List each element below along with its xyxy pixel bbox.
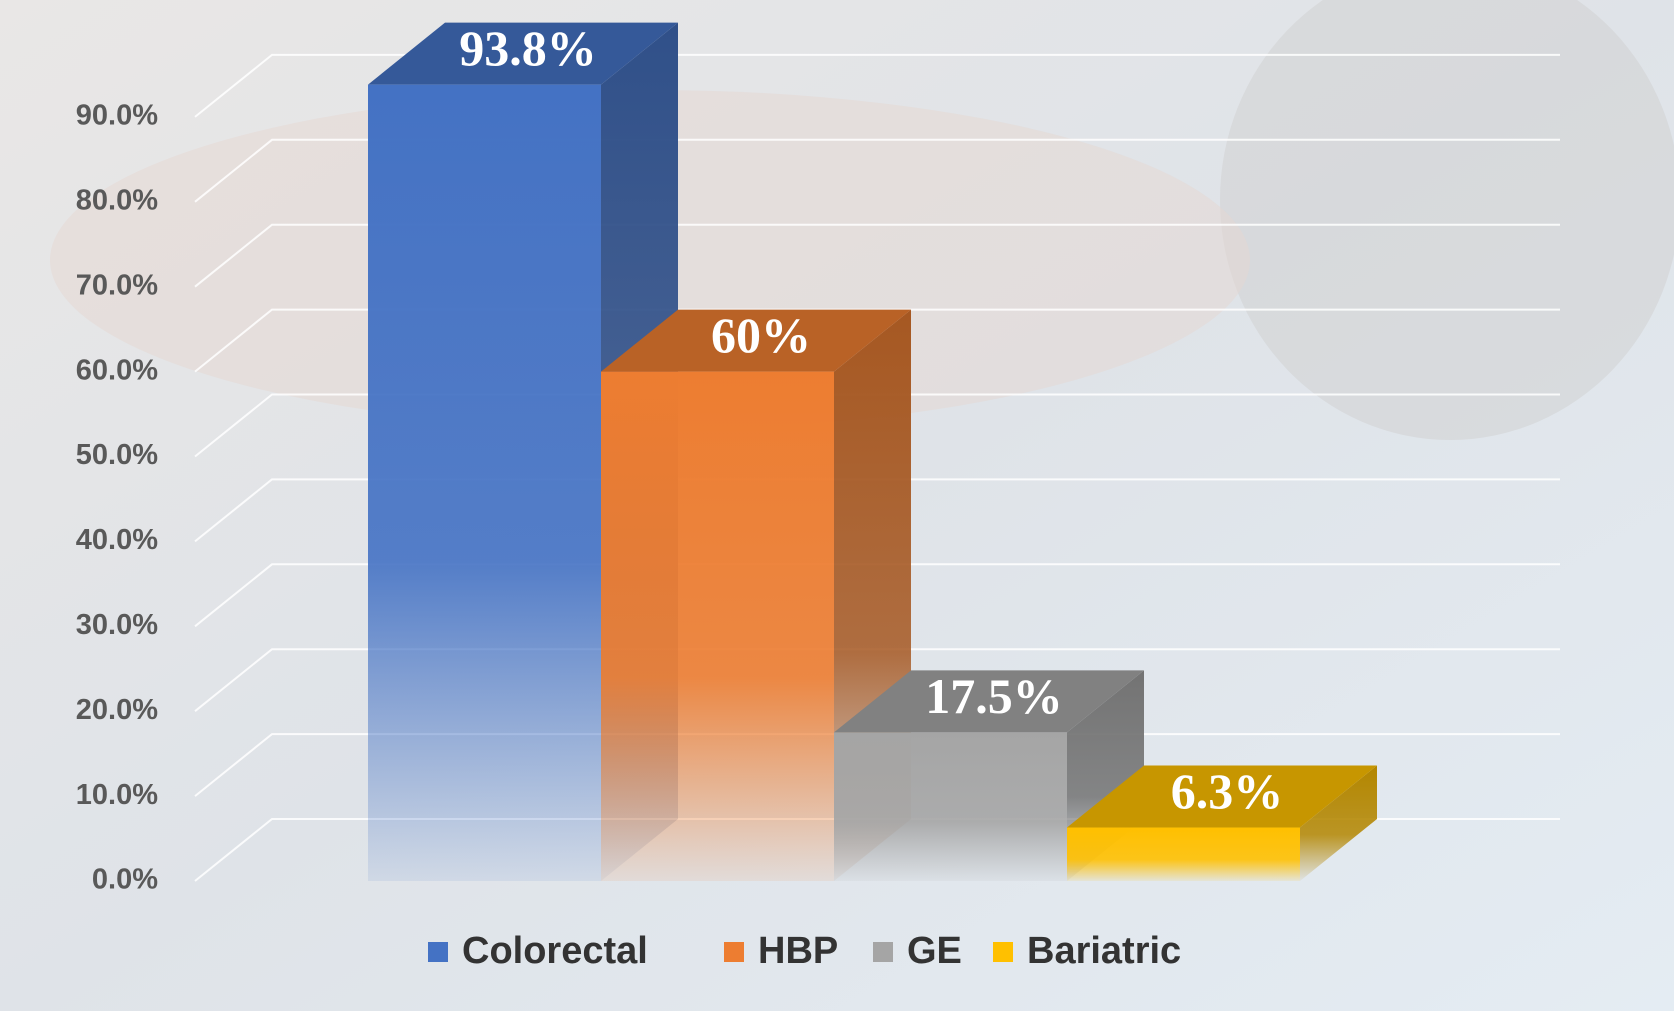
y-tick-label: 0.0% — [92, 864, 158, 896]
y-tick-label: 30.0% — [76, 609, 158, 641]
legend-swatch — [428, 942, 448, 962]
bar — [1067, 827, 1300, 881]
bar — [834, 732, 1067, 881]
grid-line — [194, 563, 1560, 628]
bar-side — [1300, 765, 1377, 881]
legend-label: GE — [907, 930, 962, 972]
y-tick-label: 50.0% — [76, 439, 158, 471]
legend-swatch — [724, 942, 744, 962]
bar — [368, 84, 601, 881]
data-label: 60% — [711, 307, 811, 363]
y-tick-label: 80.0% — [76, 184, 158, 216]
y-tick-label: 60.0% — [76, 354, 158, 386]
bar-top — [601, 309, 911, 372]
bar — [601, 371, 834, 881]
data-label: 93.8% — [459, 20, 597, 76]
legend-label: Colorectal — [462, 930, 648, 972]
bar-top — [368, 22, 678, 85]
grid-line — [194, 478, 1560, 543]
legend-label: Bariatric — [1027, 930, 1181, 972]
y-tick-label: 90.0% — [76, 100, 158, 132]
grid-line — [194, 138, 1560, 203]
legend-swatch — [993, 942, 1013, 962]
grid-line — [194, 53, 1560, 118]
legend-swatch — [873, 942, 893, 962]
y-tick-label: 70.0% — [76, 269, 158, 301]
grid-line — [194, 223, 1560, 288]
y-tick-label: 10.0% — [76, 779, 158, 811]
bar-top — [1067, 765, 1377, 828]
grid-line — [194, 648, 1560, 712]
grid-line — [194, 393, 1560, 458]
y-tick-label: 40.0% — [76, 524, 158, 556]
y-tick-label: 20.0% — [76, 694, 158, 726]
background-decor — [1220, 0, 1674, 440]
legend-label: HBP — [758, 930, 838, 972]
bar-top — [834, 670, 1144, 733]
data-label: 6.3% — [1171, 763, 1284, 819]
data-label: 17.5% — [925, 668, 1063, 724]
grid-line — [194, 308, 1560, 373]
